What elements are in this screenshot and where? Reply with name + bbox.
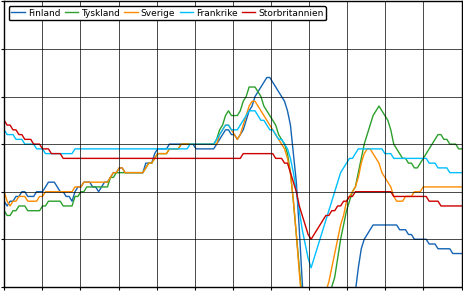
Storbritannien (308, 237, 314, 241)
Tyskland (459, 147, 463, 151)
Frankrike (117, 147, 122, 151)
Tyskland (190, 142, 196, 146)
Sverige (459, 185, 463, 189)
Storbritannien (117, 157, 122, 160)
Sverige (376, 162, 382, 165)
Frankrike (308, 266, 314, 269)
Tyskland (1, 209, 7, 212)
Finland (1, 199, 7, 203)
Tyskland (276, 133, 282, 136)
Sverige (190, 142, 196, 146)
Frankrike (173, 147, 178, 151)
Tyskland (376, 104, 382, 108)
Line: Frankrike: Frankrike (4, 111, 462, 268)
Finland (190, 142, 196, 146)
Sverige (249, 100, 255, 103)
Frankrike (246, 109, 252, 113)
Sverige (276, 138, 282, 141)
Storbritannien (273, 157, 278, 160)
Storbritannien (320, 219, 325, 222)
Sverige (173, 147, 178, 151)
Finland (376, 223, 382, 227)
Storbritannien (373, 190, 379, 194)
Sverige (117, 166, 122, 170)
Storbritannien (190, 157, 196, 160)
Finland (459, 252, 463, 255)
Frankrike (1, 128, 7, 132)
Finland (264, 76, 269, 79)
Finland (173, 142, 178, 146)
Frankrike (376, 147, 382, 151)
Finland (276, 90, 282, 93)
Sverige (1, 190, 7, 194)
Storbritannien (1, 118, 7, 122)
Frankrike (459, 171, 463, 174)
Frankrike (276, 138, 282, 141)
Line: Finland: Finland (4, 77, 462, 291)
Frankrike (323, 219, 329, 222)
Tyskland (117, 171, 122, 174)
Line: Sverige: Sverige (4, 101, 462, 291)
Legend: Finland, Tyskland, Sverige, Frankrike, Storbritannien: Finland, Tyskland, Sverige, Frankrike, S… (9, 6, 326, 20)
Storbritannien (459, 204, 463, 208)
Tyskland (246, 85, 252, 89)
Storbritannien (173, 157, 178, 160)
Line: Tyskland: Tyskland (4, 87, 462, 291)
Line: Storbritannien: Storbritannien (4, 120, 462, 239)
Tyskland (173, 147, 178, 151)
Finland (117, 166, 122, 170)
Sverige (323, 290, 329, 291)
Frankrike (190, 142, 196, 146)
